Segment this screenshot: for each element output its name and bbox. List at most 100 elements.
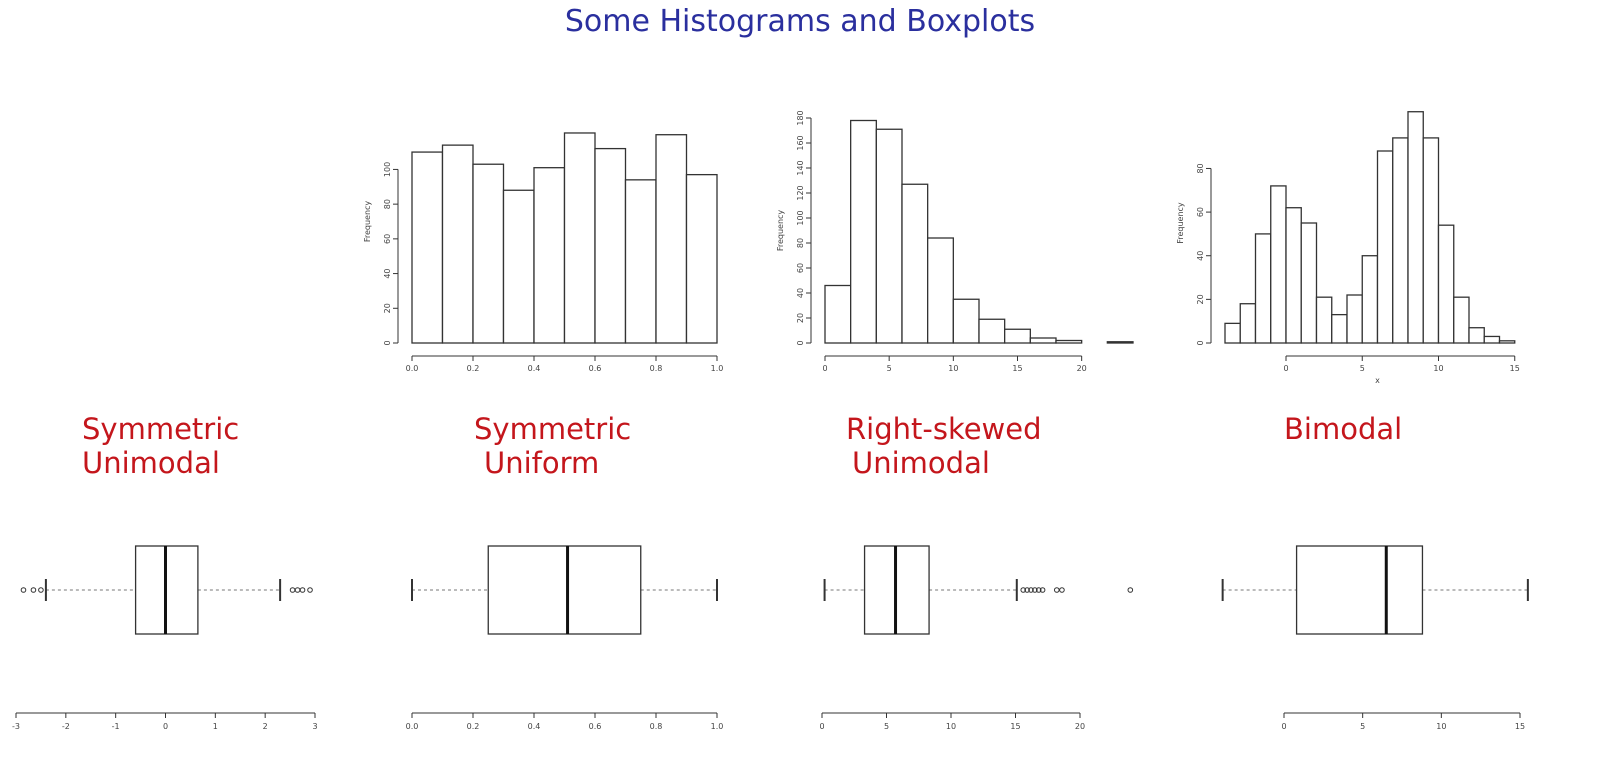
x-tick-label: 0.8 <box>650 722 663 731</box>
y-tick-label: 120 <box>796 185 805 200</box>
category-label-4: Bimodal <box>1284 412 1402 446</box>
histogram-bar <box>624 179 657 344</box>
y-tick-label: 60 <box>1196 207 1205 217</box>
y-tick-label: 20 <box>1196 294 1205 304</box>
y-tick-label: 40 <box>796 288 805 298</box>
x-tick-label: 0.6 <box>589 722 602 731</box>
y-tick-label: 180 <box>796 110 805 125</box>
y-tick-label: 160 <box>796 135 805 150</box>
outlier-point <box>1028 587 1034 593</box>
outlier-point <box>30 587 37 593</box>
category-label-1: Symmetric Unimodal <box>82 412 239 480</box>
outlier-point <box>1020 587 1027 593</box>
outlier-point <box>289 587 296 593</box>
y-tick-label: 60 <box>796 263 805 273</box>
category-label-1-line1: Symmetric <box>82 412 240 446</box>
outlier-point <box>299 587 306 593</box>
category-label-1-line2: Unimodal <box>82 446 220 480</box>
y-tick-label: 100 <box>796 210 805 225</box>
histogram-bar <box>850 119 877 344</box>
x-tick-label: 10 <box>946 722 956 731</box>
histogram-bar <box>1285 207 1302 344</box>
x-tick-label: 1.0 <box>711 364 724 373</box>
x-tick-label: 0.8 <box>650 364 663 373</box>
histogram-bar <box>1468 327 1485 344</box>
y-tick-label: 0 <box>383 340 392 345</box>
x-tick-label: 5 <box>1360 722 1365 731</box>
x-tick-label: 3 <box>312 722 317 731</box>
box-iqr <box>1295 545 1424 635</box>
histogram-bar <box>655 134 688 344</box>
y-tick-label: 60 <box>383 234 392 244</box>
histogram-bar <box>1483 335 1501 344</box>
histogram-bar <box>1422 137 1440 344</box>
x-tick-label: 0.6 <box>589 364 602 373</box>
x-tick-label: 15 <box>1510 364 1520 373</box>
y-tick-label: 80 <box>1196 163 1205 173</box>
histogram-bar <box>875 128 903 344</box>
y-axis-label: Frequency <box>363 201 372 243</box>
x-tick-label: 20 <box>1077 364 1087 373</box>
histogram-bar <box>685 173 718 344</box>
histogram-bar <box>1270 185 1287 344</box>
histogram-bar <box>533 167 566 344</box>
y-axis-label: Frequency <box>1176 202 1185 244</box>
x-tick-label: 10 <box>948 364 958 373</box>
outlier-point <box>1039 587 1046 593</box>
outlier-point <box>294 587 301 593</box>
category-label-3: Right-skewed Unimodal <box>846 412 1042 480</box>
outlier-point <box>1024 587 1030 593</box>
histogram-bar <box>594 147 627 344</box>
y-tick-label: 140 <box>796 160 805 175</box>
category-label-3-line1: Right-skewed <box>846 412 1042 446</box>
outlier-point <box>20 587 27 593</box>
x-tick-label: 15 <box>1012 364 1022 373</box>
outlier-point <box>1059 587 1065 593</box>
histogram-bar <box>1498 340 1516 344</box>
histogram-bar <box>952 298 980 344</box>
x-tick-label: 0 <box>1281 722 1286 731</box>
histogram-bar <box>1407 111 1424 344</box>
box-iqr <box>487 545 642 635</box>
x-tick-label: 0.4 <box>528 722 541 731</box>
x-tick-label: 10 <box>1433 364 1443 373</box>
x-tick-label: 15 <box>1010 722 1020 731</box>
histogram-bar <box>1029 337 1057 344</box>
x-tick-label: 5 <box>1360 364 1365 373</box>
x-tick-label: -3 <box>12 722 20 731</box>
x-tick-label: 0.0 <box>406 364 419 373</box>
histogram-bar <box>472 163 505 344</box>
x-tick-label: 0 <box>819 722 824 731</box>
category-label-2-line1: Symmetric <box>474 412 632 446</box>
x-tick-label: 5 <box>887 364 892 373</box>
histogram-bar <box>927 237 954 344</box>
y-tick-label: 0 <box>796 340 805 345</box>
x-axis-label: x <box>1375 376 1380 385</box>
outlier-point <box>1053 587 1060 593</box>
histogram-bar <box>1453 296 1470 344</box>
outlier-point <box>38 587 44 593</box>
histogram-bar <box>441 144 474 344</box>
outlier-point <box>307 587 313 593</box>
histogram-bar <box>901 183 929 344</box>
y-tick-label: 20 <box>796 313 805 323</box>
x-tick-label: 0.0 <box>406 722 419 731</box>
histogram-bar <box>1361 255 1379 344</box>
histogram-bar <box>1224 322 1241 344</box>
category-label-2: Symmetric Uniform <box>474 412 631 480</box>
x-tick-label: 15 <box>1515 722 1525 731</box>
histogram-bar <box>1254 233 1272 344</box>
histogram-bar <box>824 284 852 344</box>
outlier-point <box>1032 587 1038 593</box>
y-tick-label: 40 <box>1196 251 1205 261</box>
y-tick-label: 0 <box>1196 340 1205 345</box>
y-tick-label: 80 <box>383 199 392 209</box>
outlier-point <box>1127 587 1134 593</box>
y-axis-label: Frequency <box>776 210 785 252</box>
histogram-bar <box>411 151 444 344</box>
histogram-bar <box>1437 224 1455 344</box>
histogram-bar <box>1239 303 1257 344</box>
x-tick-label: 2 <box>263 722 268 731</box>
x-tick-label: 0 <box>1283 364 1288 373</box>
